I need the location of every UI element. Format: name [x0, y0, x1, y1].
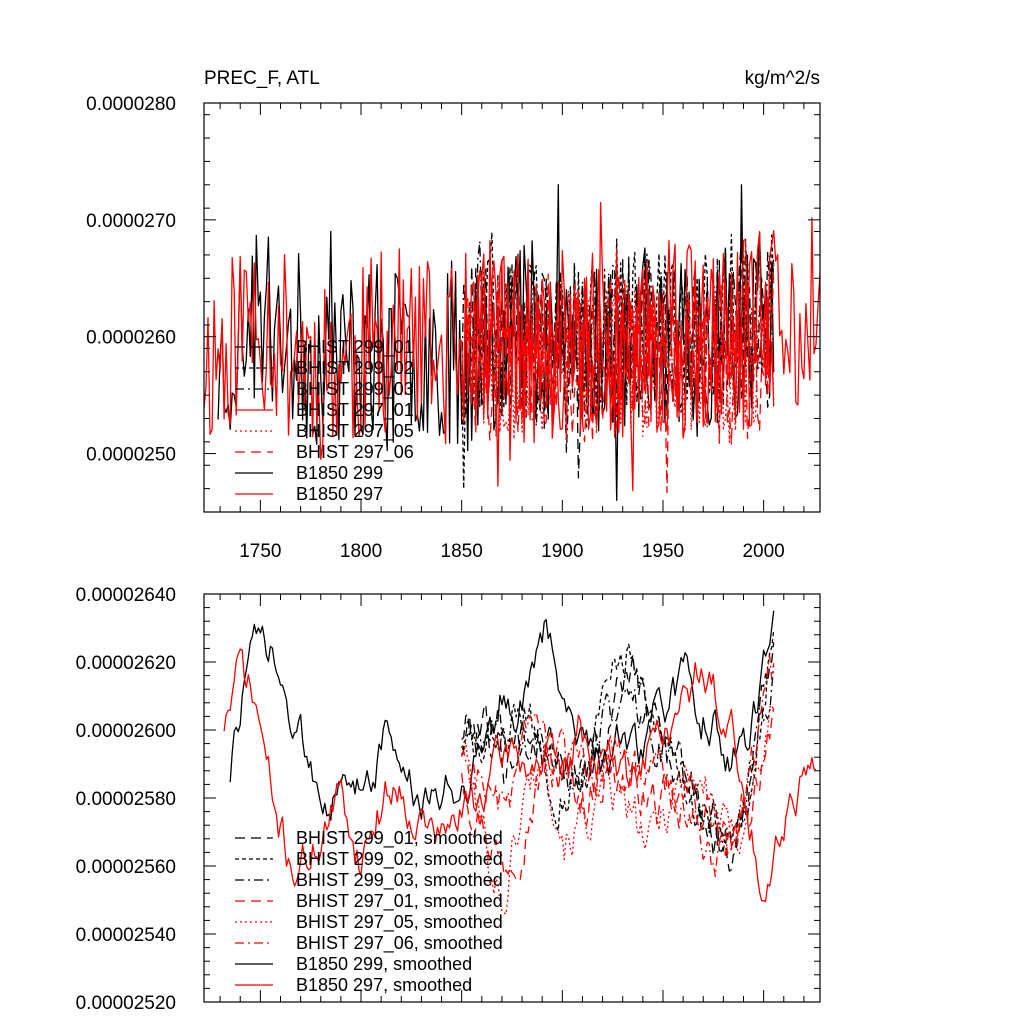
y-tick-label: 0.00002640 — [76, 585, 176, 606]
series-line — [223, 648, 817, 903]
x-tick-label: 1950 — [642, 541, 684, 562]
y-tick-label: 0.00002520 — [76, 993, 176, 1014]
chart-title-left: PREC_F, ATL — [204, 68, 320, 89]
y-tick-label: 0.00002560 — [76, 857, 176, 878]
legend-label: BHIST 297_06 — [296, 442, 414, 463]
x-tick-label: 1800 — [340, 541, 382, 562]
legend-label: BHIST 297_06, smoothed — [296, 933, 503, 954]
legend-label: B1850 297, smoothed — [296, 975, 472, 995]
legend-label: BHIST 299_03 — [296, 379, 414, 400]
legend-label: BHIST 299_03, smoothed — [296, 870, 503, 891]
legend-label: BHIST 299_02, smoothed — [296, 849, 503, 870]
y-tick-label: 0.0000270 — [86, 211, 176, 232]
y-tick-label: 0.0000280 — [86, 94, 176, 115]
series-line — [461, 265, 775, 443]
y-tick-label: 0.0000250 — [86, 445, 176, 466]
y-tick-label: 0.00002580 — [76, 789, 176, 810]
series-line — [461, 201, 775, 439]
legend-label: BHIST 297_05 — [296, 421, 414, 442]
legend-label: BHIST 299_02 — [296, 358, 414, 379]
legend-label: BHIST 297_01 — [296, 400, 414, 421]
legend-label: BHIST 299_01, smoothed — [296, 828, 503, 849]
series-line — [461, 655, 775, 878]
legend-label: BHIST 299_01 — [296, 337, 414, 358]
series-line — [229, 610, 775, 821]
y-tick-label: 0.00002540 — [76, 925, 176, 946]
legend-label: B1850 299 — [296, 463, 383, 483]
y-tick-label: 0.00002620 — [76, 653, 176, 674]
bottom-panel: 0.00002520 0.00002540 0.00002560 0.00002580… — [76, 585, 821, 1014]
x-tick-label: 1850 — [441, 541, 483, 562]
x-tick-label: 1750 — [239, 541, 281, 562]
series-line — [461, 263, 775, 494]
chart-title-right: kg/m^2/s — [745, 68, 820, 89]
series-line — [461, 642, 775, 872]
plot-frame — [203, 102, 821, 513]
series-line — [461, 708, 775, 882]
x-tick-label: 1900 — [541, 541, 583, 562]
top-panel: 1750 1800 1850 1900 1950 2000 0.0000250 0.00002… — [86, 94, 821, 562]
y-tick-label: 0.0000260 — [86, 328, 176, 349]
legend-label: B1850 299, smoothed — [296, 954, 472, 974]
legend-label: BHIST 297_05, smoothed — [296, 912, 503, 933]
series-line — [461, 704, 775, 915]
y-tick-label: 0.00002600 — [76, 721, 176, 742]
x-tick-label: 2000 — [742, 541, 784, 562]
series-line — [461, 630, 775, 846]
legend-label: B1850 297 — [296, 484, 383, 504]
legend-label: BHIST 297_01, smoothed — [296, 891, 503, 912]
